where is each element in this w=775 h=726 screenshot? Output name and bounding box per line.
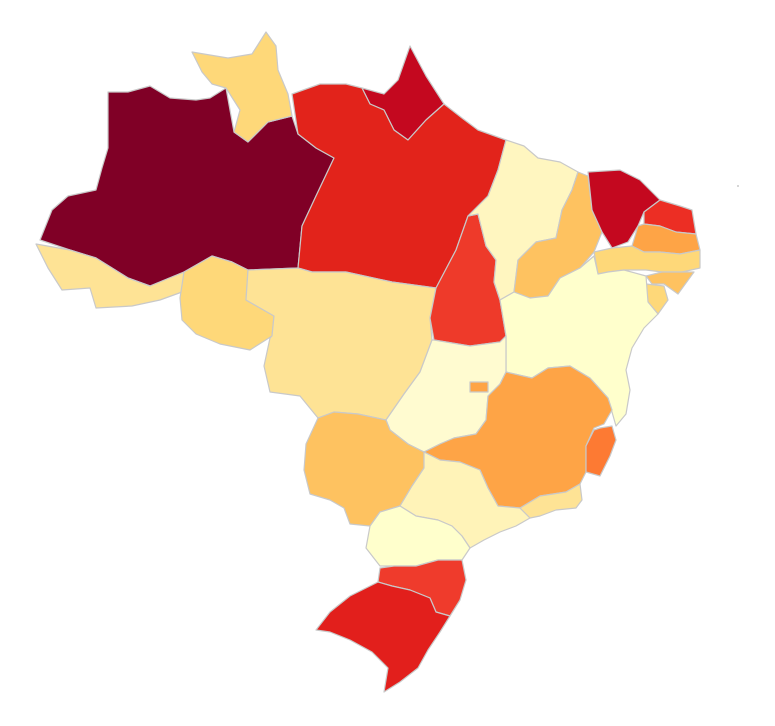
state-rr[interactable] — [191, 31, 293, 143]
state-df[interactable] — [469, 381, 489, 393]
state-rj[interactable] — [519, 483, 583, 519]
island-dot — [737, 185, 739, 187]
state-al[interactable] — [645, 271, 695, 295]
state-ac[interactable] — [35, 243, 185, 309]
state-pr[interactable] — [365, 505, 471, 567]
state-es[interactable] — [585, 425, 617, 477]
state-rs[interactable] — [315, 581, 451, 693]
